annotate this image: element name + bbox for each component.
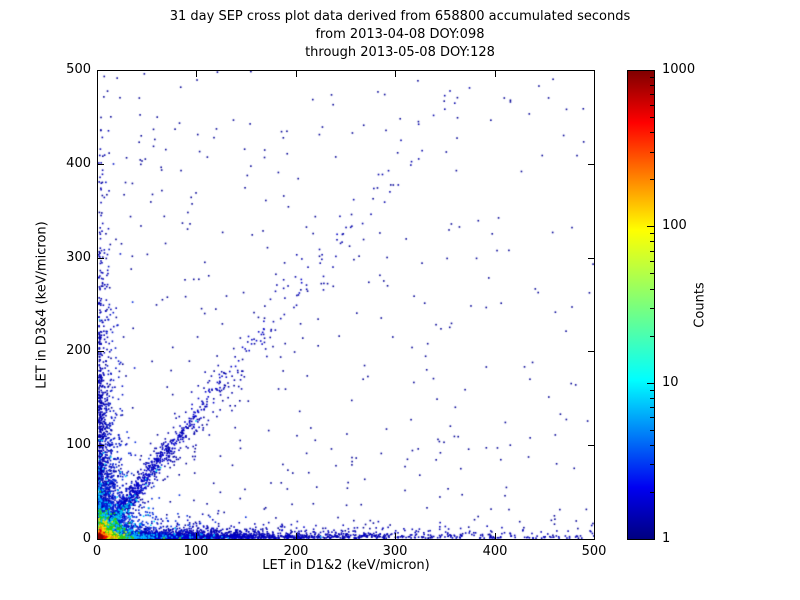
- colorbar-minor-tick-mark: [650, 289, 654, 290]
- colorbar-minor-tick-mark: [650, 336, 654, 337]
- x-tick-mark: [395, 533, 396, 539]
- x-tick-mark-top: [196, 71, 197, 77]
- x-tick-mark: [495, 533, 496, 539]
- x-tick-label: 200: [283, 544, 309, 559]
- x-tick-label: 500: [581, 544, 607, 559]
- x-tick-mark-top: [594, 71, 595, 77]
- chart-title-line2: from 2013-04-08 DOY:098: [315, 27, 485, 42]
- y-tick-label: 400: [66, 156, 91, 171]
- colorbar-minor-tick-mark: [650, 430, 654, 431]
- x-tick-mark: [594, 533, 595, 539]
- x-tick-label: 400: [482, 544, 508, 559]
- y-tick-mark: [98, 70, 104, 71]
- scatter-canvas: [98, 71, 594, 539]
- colorbar-tick-mark: [647, 70, 654, 71]
- colorbar-minor-tick-mark: [650, 77, 654, 78]
- y-tick-mark-right: [588, 539, 594, 540]
- y-tick-label: 100: [66, 437, 91, 452]
- colorbar-minor-tick-mark: [650, 445, 654, 446]
- colorbar-minor-tick-mark: [650, 308, 654, 309]
- chart-title: 31 day SEP cross plot data derived from …: [0, 8, 800, 62]
- colorbar-minor-tick-mark: [650, 105, 654, 106]
- colorbar-minor-tick-mark: [650, 492, 654, 493]
- y-tick-label: 500: [66, 62, 91, 77]
- colorbar-tick-label: 10: [662, 375, 679, 390]
- colorbar-minor-tick-mark: [650, 417, 654, 418]
- colorbar-minor-tick-mark: [650, 85, 654, 86]
- colorbar-minor-tick-mark: [650, 407, 654, 408]
- colorbar-minor-tick-mark: [650, 464, 654, 465]
- colorbar-tick-label: 1: [662, 531, 671, 546]
- y-tick-mark: [98, 164, 104, 165]
- chart-title-line3: through 2013-05-08 DOY:128: [305, 45, 495, 60]
- y-tick-mark-right: [588, 164, 594, 165]
- x-axis-label: LET in D1&2 (keV/micron): [262, 558, 430, 573]
- colorbar-minor-tick-mark: [650, 117, 654, 118]
- x-tick-mark-top: [495, 71, 496, 77]
- y-axis-label: LET in D3&4 (keV/micron): [34, 221, 50, 389]
- x-tick-mark: [296, 533, 297, 539]
- colorbar-tick-label: 100: [662, 218, 687, 233]
- colorbar-minor-tick-mark: [650, 233, 654, 234]
- x-tick-label: 300: [382, 544, 408, 559]
- y-tick-mark: [98, 539, 104, 540]
- y-tick-label: 0: [82, 531, 91, 546]
- colorbar-minor-tick-mark: [650, 273, 654, 274]
- colorbar-minor-tick-mark: [650, 152, 654, 153]
- x-tick-mark-top: [296, 71, 297, 77]
- colorbar-minor-tick-mark: [650, 241, 654, 242]
- colorbar-tick-mark: [647, 539, 654, 540]
- colorbar-minor-tick-mark: [650, 398, 654, 399]
- colorbar-label: Counts: [692, 282, 708, 328]
- colorbar-minor-tick-mark: [650, 94, 654, 95]
- y-tick-mark: [98, 351, 104, 352]
- y-tick-mark: [98, 445, 104, 446]
- colorbar-minor-tick-mark: [650, 179, 654, 180]
- y-tick-mark: [98, 258, 104, 259]
- x-tick-label: 100: [183, 544, 209, 559]
- colorbar-tick-label: 1000: [662, 62, 696, 77]
- y-tick-mark-right: [588, 351, 594, 352]
- colorbar-minor-tick-mark: [650, 390, 654, 391]
- colorbar-tick-mark: [647, 226, 654, 227]
- y-tick-mark-right: [588, 445, 594, 446]
- x-tick-mark-top: [97, 71, 98, 77]
- x-tick-label: 0: [92, 544, 102, 559]
- plot-area: [97, 70, 595, 540]
- y-tick-label: 300: [66, 250, 91, 265]
- x-tick-mark: [97, 533, 98, 539]
- colorbar: [627, 70, 655, 540]
- colorbar-minor-tick-mark: [650, 132, 654, 133]
- y-tick-mark-right: [588, 70, 594, 71]
- chart-title-line1: 31 day SEP cross plot data derived from …: [169, 9, 631, 24]
- colorbar-minor-tick-mark: [650, 261, 654, 262]
- colorbar-tick-mark: [647, 383, 654, 384]
- y-tick-label: 200: [66, 343, 91, 358]
- x-tick-mark: [196, 533, 197, 539]
- y-tick-mark-right: [588, 258, 594, 259]
- colorbar-minor-tick-mark: [650, 251, 654, 252]
- x-tick-mark-top: [395, 71, 396, 77]
